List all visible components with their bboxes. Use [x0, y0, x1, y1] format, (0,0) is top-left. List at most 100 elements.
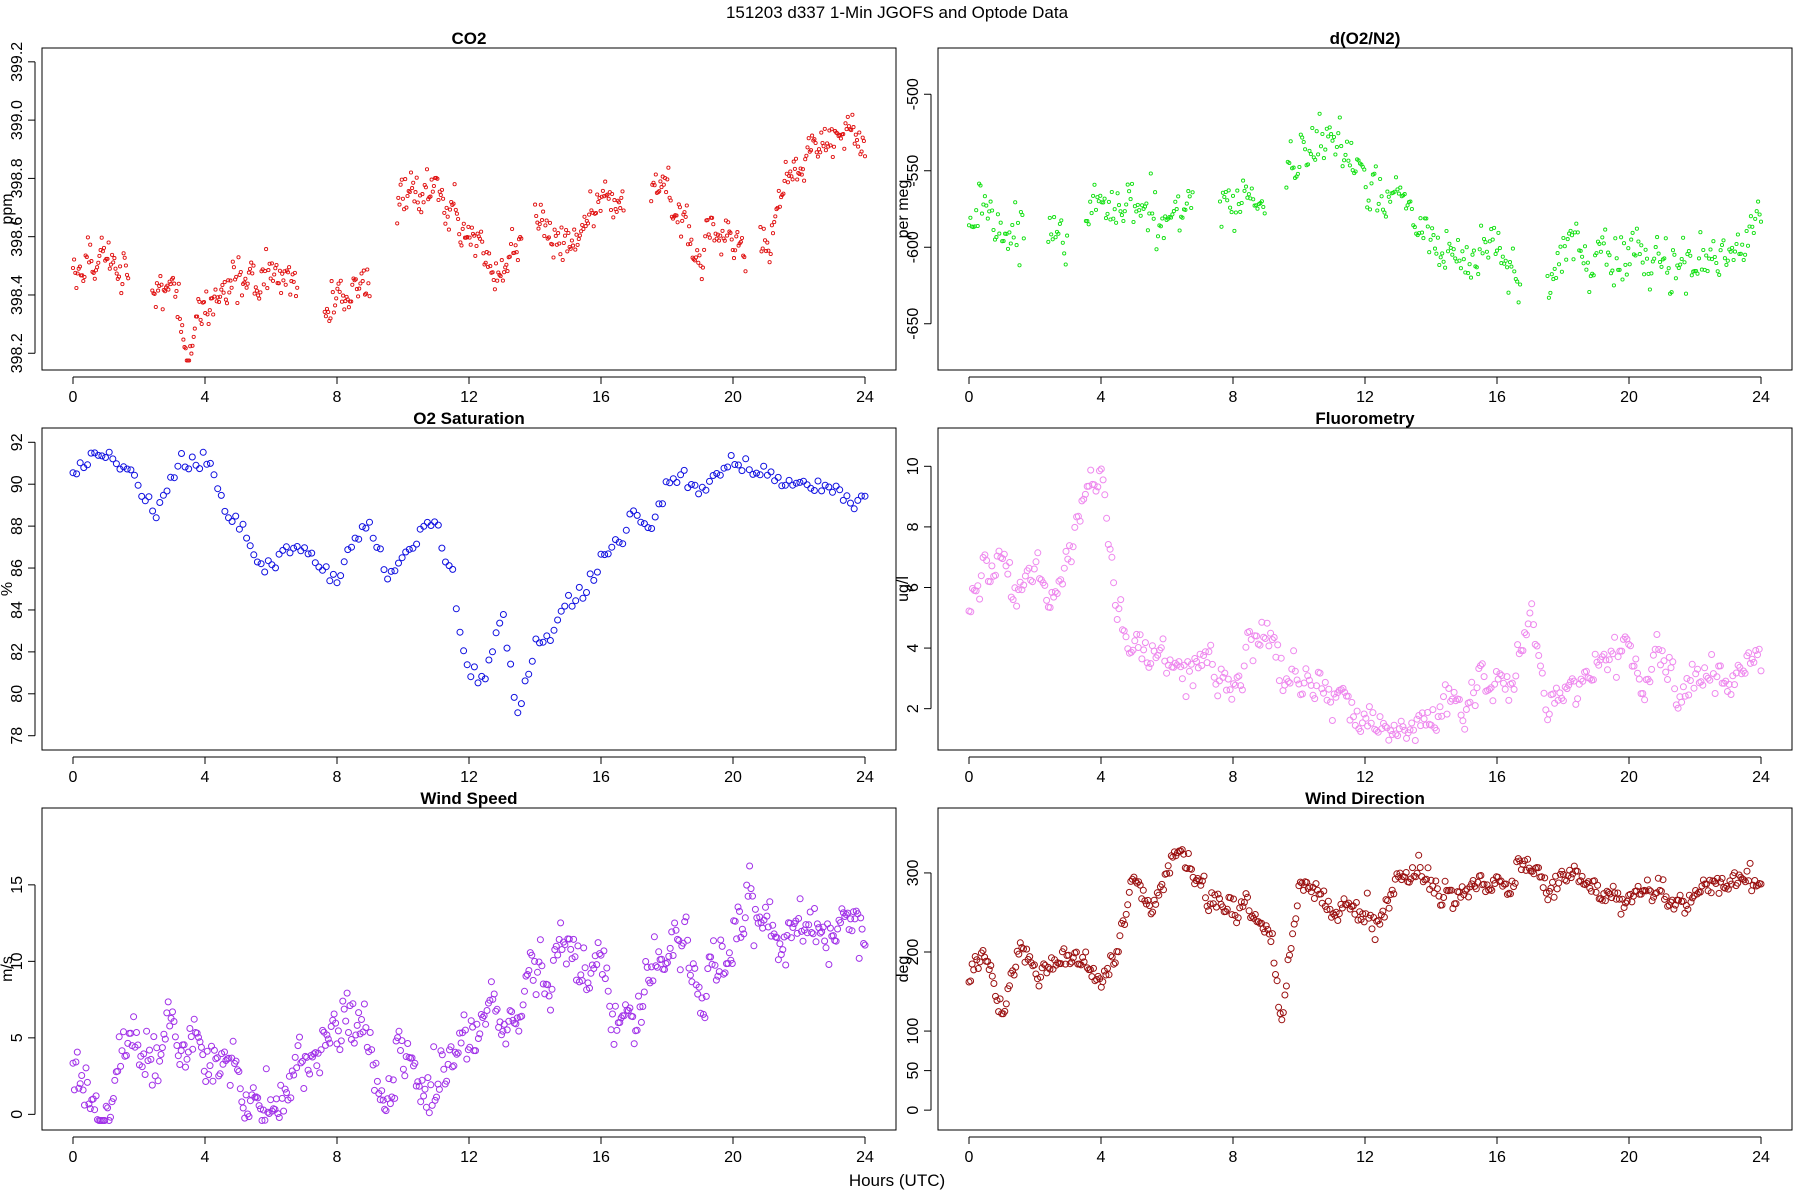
data-point: [1480, 880, 1488, 888]
data-point: [164, 998, 172, 1006]
data-point: [1268, 636, 1276, 644]
data-point: [1674, 704, 1682, 712]
data-point: [1371, 936, 1379, 944]
data-point: [1611, 633, 1619, 641]
data-point: [1385, 189, 1390, 194]
data-point: [1375, 208, 1380, 213]
data-point: [285, 1072, 293, 1080]
data-point: [1195, 877, 1203, 885]
data-point: [1050, 237, 1055, 242]
data-point: [1043, 596, 1051, 604]
data-point: [1756, 199, 1761, 204]
data-point: [1713, 673, 1721, 681]
data-point: [1688, 253, 1693, 258]
data-point: [1360, 918, 1368, 926]
data-point: [849, 128, 854, 133]
data-point: [1334, 917, 1342, 924]
data-point: [1549, 690, 1557, 698]
data-point: [112, 460, 120, 468]
data-point: [287, 265, 292, 270]
data-point: [1412, 225, 1417, 230]
data-point: [1112, 207, 1117, 212]
data-point: [731, 461, 739, 468]
data-point: [1552, 684, 1560, 692]
data-point: [1015, 950, 1023, 958]
data-point: [1016, 939, 1024, 947]
data-point: [107, 266, 112, 271]
data-point: [1717, 272, 1722, 277]
data-point: [1188, 865, 1195, 873]
data-point: [726, 220, 731, 225]
data-point: [1230, 895, 1237, 903]
data-point: [1423, 875, 1430, 883]
data-point: [655, 500, 663, 508]
data-point: [72, 257, 77, 262]
data-point: [633, 511, 641, 519]
data-point: [195, 314, 200, 319]
data-point: [1297, 164, 1302, 170]
data-point: [506, 1007, 514, 1015]
data-point: [234, 274, 239, 279]
data-point: [570, 935, 578, 943]
x-tick-label: 16: [1488, 389, 1506, 406]
data-point: [1434, 251, 1439, 256]
data-point: [1425, 224, 1430, 229]
data-point: [216, 299, 222, 305]
data-point: [1625, 640, 1633, 648]
data-point: [1559, 697, 1567, 705]
data-point: [536, 226, 541, 231]
data-point: [587, 212, 592, 217]
data-point: [651, 513, 659, 521]
data-point: [842, 911, 850, 918]
data-point: [815, 154, 820, 159]
data-point: [1722, 256, 1727, 261]
data-point: [82, 1064, 90, 1072]
data-point: [156, 1057, 164, 1065]
data-point: [1231, 681, 1239, 689]
data-point: [1078, 497, 1086, 505]
data-point: [232, 512, 240, 520]
data-point: [1166, 656, 1174, 664]
data-point: [1448, 695, 1456, 703]
data-point: [206, 459, 214, 467]
data-point: [1496, 230, 1501, 235]
data-point: [1699, 681, 1707, 689]
data-point: [1709, 257, 1715, 262]
data-point: [857, 492, 865, 500]
data-point: [1518, 282, 1523, 287]
data-point: [600, 947, 608, 955]
data-point: [1180, 850, 1188, 858]
data-point: [1241, 178, 1246, 183]
data-point: [1125, 182, 1130, 187]
data-point: [1752, 647, 1760, 654]
data-point: [1002, 1000, 1010, 1008]
data-point: [1190, 190, 1195, 195]
data-point: [1131, 637, 1139, 645]
y-tick-label: 80: [9, 685, 26, 703]
data-point: [1161, 657, 1169, 665]
data-point: [808, 148, 814, 153]
data-point: [224, 301, 230, 306]
data-point: [1265, 930, 1273, 938]
data-point: [189, 351, 194, 356]
data-point: [546, 637, 554, 644]
data-point: [221, 507, 229, 515]
data-point: [826, 924, 834, 932]
data-point: [395, 559, 402, 567]
data-point: [738, 925, 746, 933]
data-point: [565, 249, 570, 254]
data-point: [531, 957, 539, 965]
data-point: [337, 1037, 345, 1045]
data-point: [430, 189, 435, 194]
data-point: [1029, 578, 1036, 586]
data-point: [327, 1023, 335, 1030]
data-point: [1749, 881, 1757, 889]
data-point: [403, 177, 408, 182]
data-point: [176, 281, 181, 286]
data-point: [519, 236, 524, 241]
data-point: [1610, 268, 1615, 273]
data-point: [472, 233, 477, 238]
data-point: [1657, 887, 1665, 895]
data-point: [1163, 669, 1171, 677]
